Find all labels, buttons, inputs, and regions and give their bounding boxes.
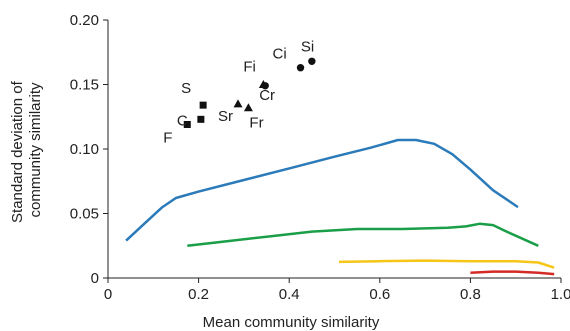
y-axis-label: Standard deviation of community similari…	[9, 77, 44, 223]
point-label: Cr	[259, 87, 275, 104]
triangle-marker	[243, 103, 253, 112]
series-line	[125, 138, 519, 242]
y-tick-label: 0.10	[70, 141, 99, 158]
y-tick-label: 0.20	[70, 12, 99, 29]
x-tick-label: 0.6	[369, 286, 390, 303]
x-tick-label: 0.2	[188, 286, 209, 303]
y-tick-label: 0.05	[70, 206, 99, 223]
series-line	[187, 222, 539, 248]
y-tick-label: 0	[91, 270, 99, 287]
point-label: Sr	[218, 108, 233, 125]
point-label: Ci	[273, 46, 287, 63]
point-label: C	[177, 112, 188, 129]
y-axis-label-line-1: Standard deviation of	[9, 80, 26, 223]
y-axis-label-line-2: community similarity	[27, 82, 44, 218]
point-label: Fi	[243, 59, 256, 76]
axes	[107, 20, 561, 279]
square-marker	[197, 115, 205, 123]
point-label: Fr	[249, 115, 263, 132]
series-line	[470, 270, 555, 276]
point-label: F	[163, 129, 172, 146]
circle-marker	[296, 64, 305, 72]
square-marker	[199, 101, 207, 109]
series-line	[338, 259, 555, 269]
x-axis-label: Mean community similarity	[203, 314, 380, 331]
series-layer	[125, 138, 555, 276]
x-tick-label: 0	[104, 286, 112, 303]
circle-marker	[308, 57, 316, 65]
triangle-marker	[233, 99, 243, 108]
x-tick-label: 1.0	[551, 286, 570, 303]
square-marker	[183, 120, 191, 128]
point-label: S	[181, 80, 191, 97]
x-tick-label: 0.8	[460, 286, 481, 303]
y-tick-label: 0.15	[70, 77, 99, 94]
x-tick-label: 0.4	[279, 286, 300, 303]
ticks-layer: 0 0.2 0.4 0.6 0.8 1.0 0 0.05 0.10 0.15 0.20	[70, 12, 570, 303]
point-label: Si	[301, 38, 314, 55]
circle-marker	[261, 82, 269, 90]
